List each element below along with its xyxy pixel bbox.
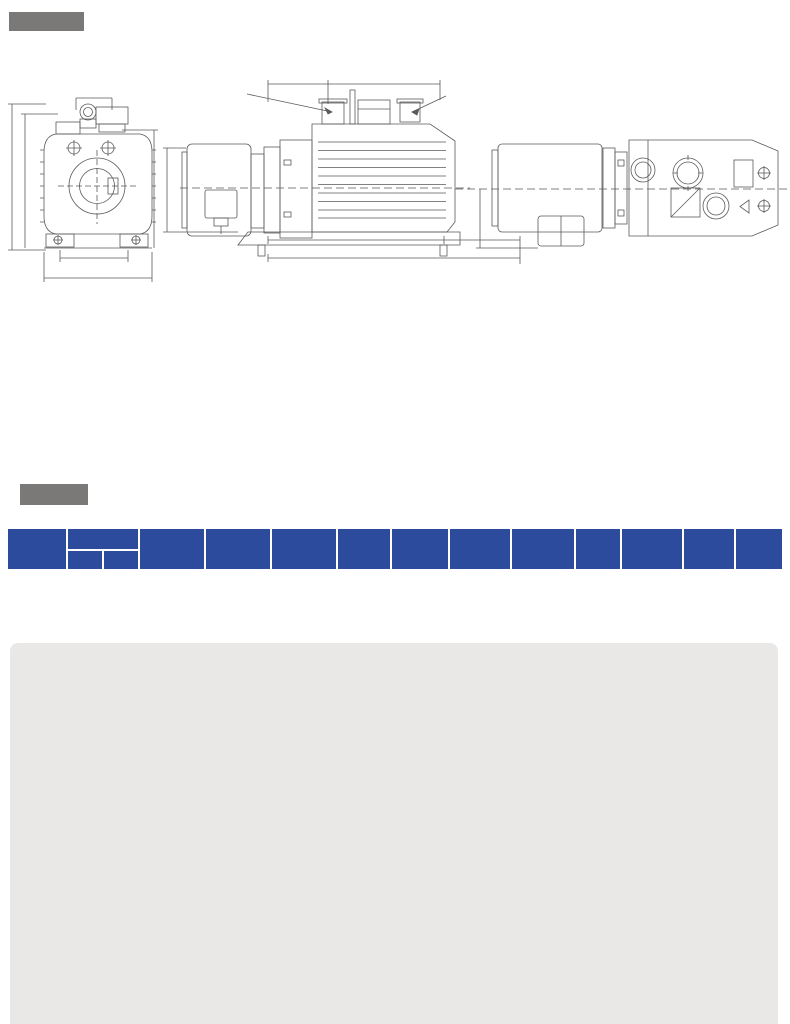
spec-col-total-pressure-open [272, 529, 336, 569]
spec-col-model [8, 529, 66, 569]
front-view [8, 97, 158, 282]
spec-col-port-size [392, 529, 448, 569]
spec-col-partial-pressure-closed [140, 529, 204, 569]
spec-col-power [684, 529, 734, 569]
specifications-table-header [8, 529, 782, 569]
spec-col-speed [68, 529, 138, 549]
dimensions-table [6, 356, 784, 360]
spec-col-ambient-temp [622, 529, 682, 569]
pumping-speed-chart-solid [10, 693, 392, 1024]
spec-col-water-vapor [338, 529, 390, 569]
technical-drawing [8, 80, 788, 282]
specifications-table-subheader [8, 551, 782, 569]
spec-col-oil-volume [512, 529, 574, 569]
spec-col-pump-length [736, 529, 782, 569]
spec-col-60hz [104, 551, 138, 569]
spec-col-weight [576, 529, 620, 569]
section-title-specs [20, 484, 88, 505]
spec-col-50hz [68, 551, 102, 569]
pumping-speed-chart-dashed [396, 693, 778, 1024]
spec-col-noise [450, 529, 510, 569]
section-title-dimensions [9, 12, 84, 31]
charts-panel [10, 643, 778, 1024]
side-view [163, 80, 521, 264]
specifications-table [6, 527, 784, 571]
spec-col-total-pressure-closed [206, 529, 270, 569]
top-view [455, 139, 788, 249]
